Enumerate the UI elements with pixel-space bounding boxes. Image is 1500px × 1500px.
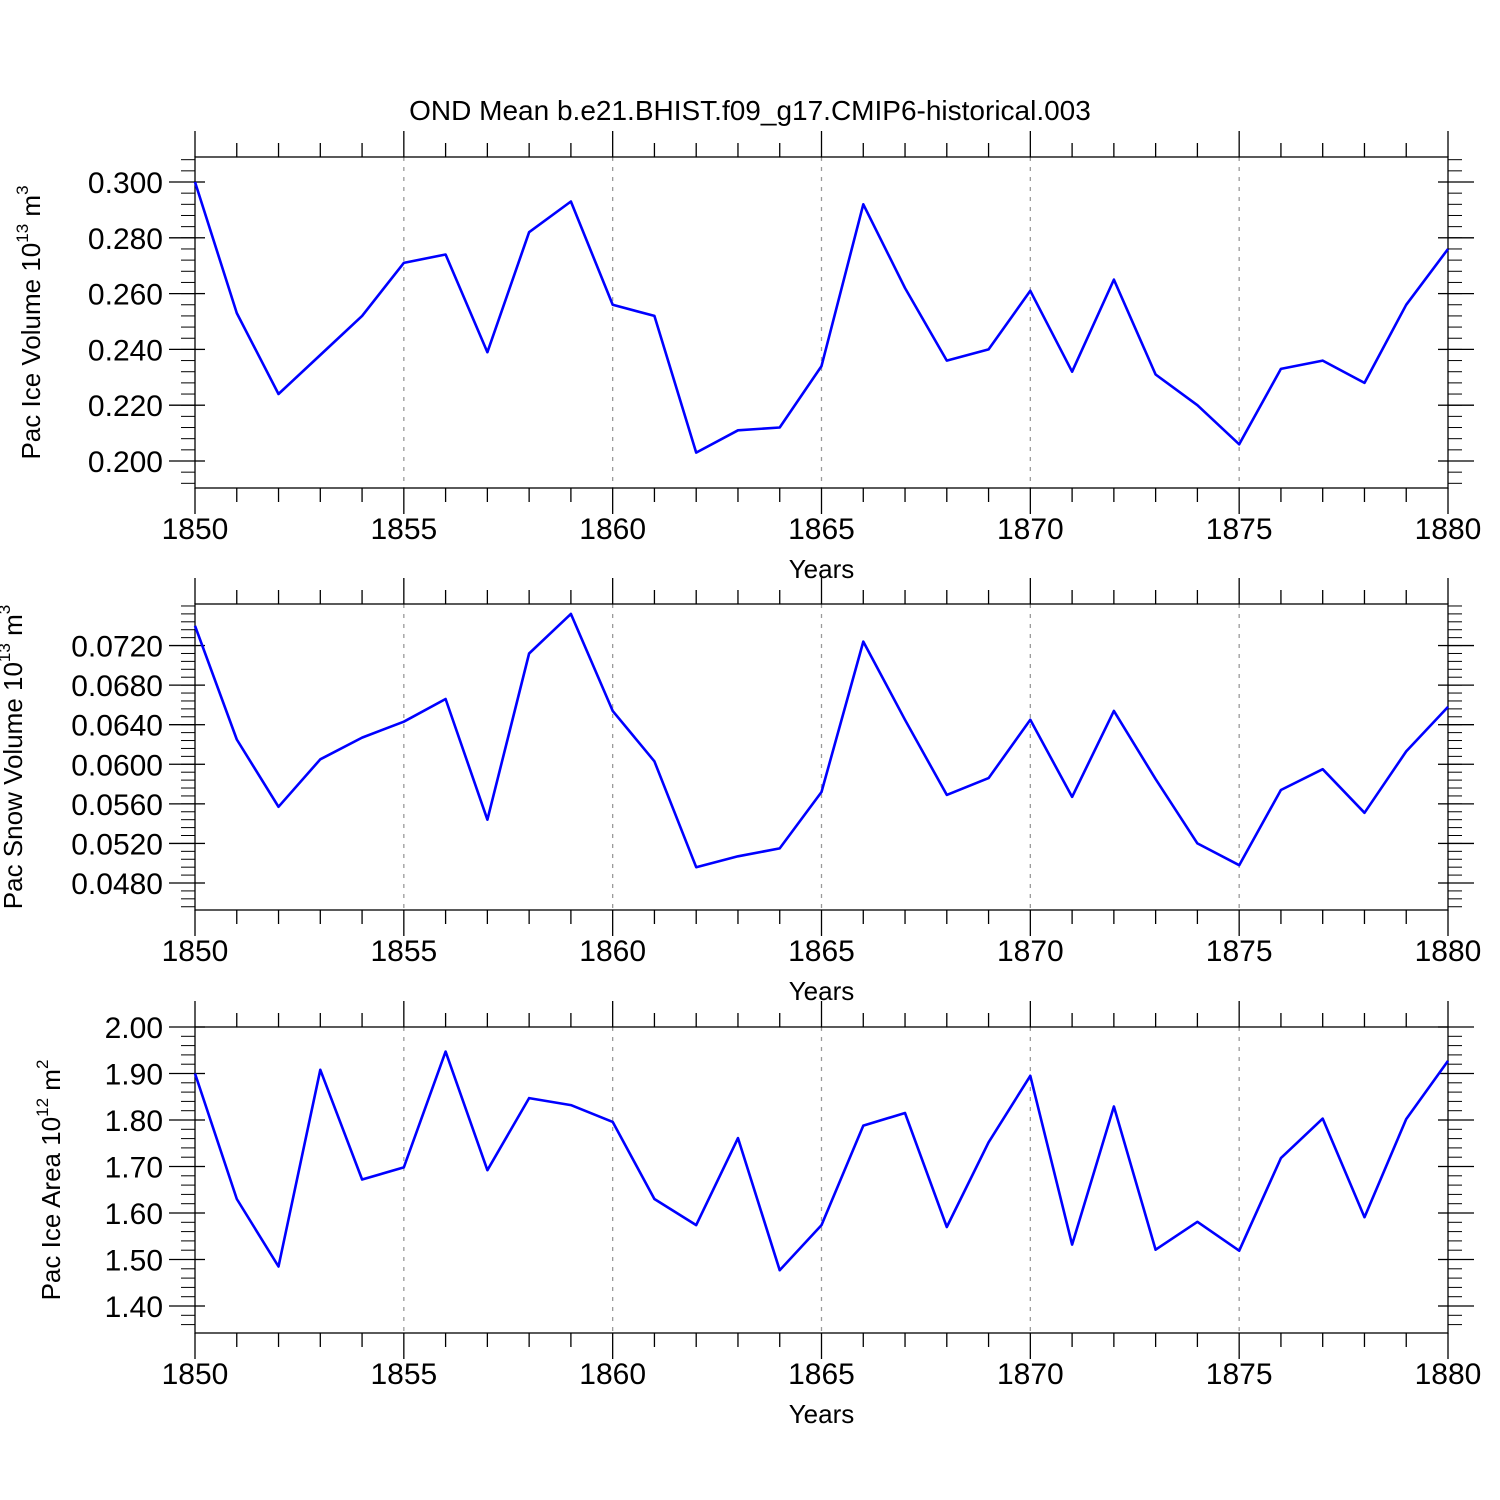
y-tick-label: 1.90 — [105, 1059, 163, 1092]
y-tick-label: 0.0640 — [71, 710, 163, 743]
x-tick-label: 1880 — [1415, 935, 1482, 968]
x-tick-label: 1855 — [370, 1358, 437, 1391]
x-tick-label: 1870 — [997, 935, 1064, 968]
x-tick-label: 1880 — [1415, 513, 1482, 546]
y-tick-label: 0.220 — [88, 390, 163, 423]
x-tick-label: 1860 — [579, 935, 646, 968]
y-tick-label: 0.0600 — [71, 749, 163, 782]
panel-snow-volume: 0.0480 0.0520 0.0560 0.0600 0.0640 0.0680 0.07… — [0, 578, 1481, 1006]
y-tick-label: 0.0720 — [71, 631, 163, 664]
x-tick-label: 1875 — [1206, 935, 1273, 968]
y-axis-label: Pac Ice Volume 1013 m3 — [13, 185, 46, 459]
panel-ice-volume: 0.200 0.220 0.240 0.260 0.280 0.300 1850 1855 18… — [13, 131, 1481, 584]
y-tick-label: 0.0480 — [71, 868, 163, 901]
y-tick-label: 1.80 — [105, 1105, 163, 1138]
y-tick-label: 0.0520 — [71, 828, 163, 861]
x-tick-label: 1870 — [997, 1358, 1064, 1391]
y-tick-label: 1.40 — [105, 1291, 163, 1324]
series-line — [193, 1050, 1450, 1272]
x-tick-label: 1875 — [1206, 513, 1273, 546]
panel-ice-area: 1.40 1.50 1.60 1.70 1.80 1.90 2.00 1850 1855 1860… — [33, 1001, 1481, 1429]
y-tick-label: 1.50 — [105, 1245, 163, 1278]
x-tick-label: 1850 — [162, 935, 229, 968]
y-tick-label: 0.200 — [88, 446, 163, 479]
x-tick-label: 1860 — [579, 513, 646, 546]
x-tick-label: 1855 — [370, 513, 437, 546]
x-tick-label: 1875 — [1206, 1358, 1273, 1391]
y-tick-label: 0.280 — [88, 223, 163, 256]
y-tick-label: 0.240 — [88, 334, 163, 367]
x-axis-label: Years — [789, 1399, 855, 1429]
x-tick-label: 1880 — [1415, 1358, 1482, 1391]
y-tick-label: 2.00 — [105, 1012, 163, 1045]
y-tick-label: 0.0680 — [71, 670, 163, 703]
y-tick-label: 1.60 — [105, 1198, 163, 1231]
x-tick-label: 1850 — [162, 1358, 229, 1391]
series-line — [193, 181, 1450, 454]
y-axis-label: Pac Snow Volume 1013 m3 — [0, 605, 28, 909]
series-line — [193, 612, 1449, 869]
x-tick-label: 1865 — [788, 1358, 855, 1391]
chart-title: OND Mean b.e21.BHIST.f09_g17.CMIP6-histo… — [409, 95, 1091, 126]
y-axis-label: Pac Ice Area 1012 m2 — [33, 1060, 66, 1301]
x-tick-label: 1850 — [162, 513, 229, 546]
x-tick-label: 1855 — [370, 935, 437, 968]
x-tick-label: 1860 — [579, 1358, 646, 1391]
x-tick-label: 1865 — [788, 513, 855, 546]
y-tick-label: 0.300 — [88, 167, 163, 200]
x-tick-label: 1865 — [788, 935, 855, 968]
y-tick-label: 0.260 — [88, 279, 163, 312]
x-tick-label: 1870 — [997, 513, 1064, 546]
panels: 0.200 0.220 0.240 0.260 0.280 0.300 1850 1855 18… — [0, 131, 1481, 1429]
y-tick-label: 1.70 — [105, 1152, 163, 1185]
y-tick-label: 0.0560 — [71, 789, 163, 822]
